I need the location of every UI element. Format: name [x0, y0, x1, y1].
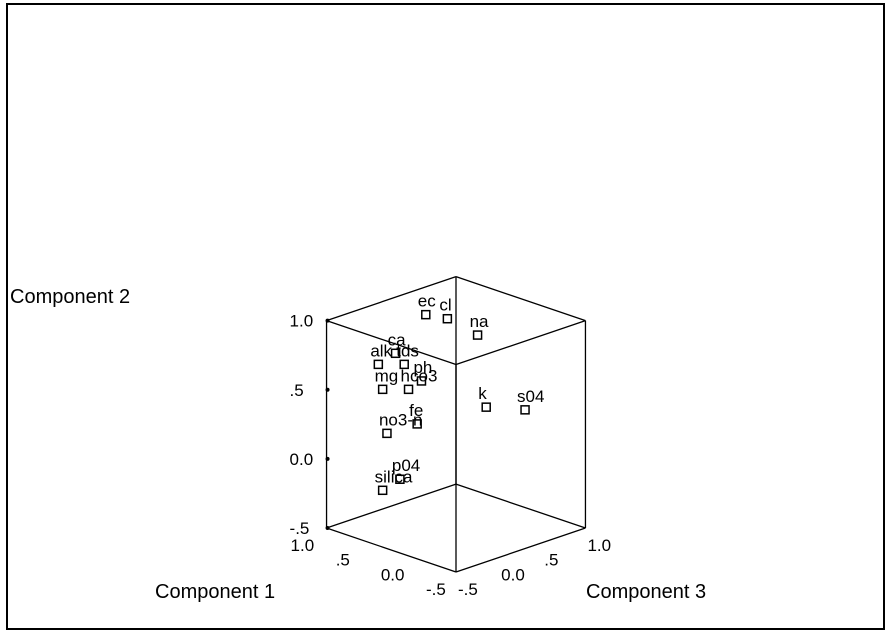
data-point-marker [377, 384, 388, 395]
y-tick-mark [325, 526, 330, 531]
data-point-marker [421, 309, 431, 320]
data-point-group: p04 [392, 456, 420, 484]
y-tick-label: -.5 [290, 519, 310, 538]
cube-edge [326, 527, 457, 573]
cube-edge [326, 483, 457, 529]
cube-edge [455, 319, 586, 366]
data-point-label: cl [439, 296, 451, 315]
data-point-label: ca [388, 330, 407, 349]
data-point-label: no3-n [379, 410, 422, 429]
data-point-group: silica [375, 467, 413, 496]
data-point-marker [390, 348, 401, 359]
data-point-group: cl [439, 296, 453, 324]
data-point-marker [481, 402, 491, 412]
data-point-label: silica [375, 467, 413, 486]
data-point-group: s04 [517, 387, 544, 415]
data-point-label: tds [396, 341, 419, 360]
x-tick-label: 1.0 [291, 536, 315, 555]
data-point-label: p04 [392, 456, 420, 475]
x-axis-title: Component 1 [155, 581, 275, 603]
data-point-marker [442, 313, 453, 324]
data-point-group: alk [370, 341, 393, 370]
data-point-group: fe [409, 401, 423, 429]
data-point-marker [382, 428, 392, 439]
cube-edge [455, 527, 586, 573]
cube-edge [326, 319, 457, 366]
y-tick-mark [325, 318, 330, 323]
data-point-group: tds [396, 341, 419, 370]
data-point-marker [472, 330, 483, 340]
data-point-label: s04 [517, 387, 544, 406]
x-tick-label: 0.0 [381, 565, 405, 584]
data-point-label: alk [370, 341, 392, 360]
cube-edge [455, 276, 586, 322]
data-point-label: fe [409, 401, 423, 420]
data-point-marker [395, 474, 405, 484]
y-tick-label: .5 [290, 381, 304, 400]
data-point-label: na [470, 312, 489, 331]
data-point-label: mg [375, 366, 399, 385]
cube-edge [326, 276, 457, 322]
data-point-group: no3-n [379, 410, 422, 439]
data-point-marker [377, 485, 388, 496]
data-point-marker [403, 384, 414, 395]
data-point-group: mg [375, 366, 399, 395]
y-tick-label: 0.0 [290, 450, 314, 469]
data-point-marker [412, 419, 422, 429]
y-tick-mark [325, 456, 330, 461]
data-point-marker [416, 376, 427, 386]
data-point-label: k [478, 384, 487, 403]
data-point-group: ph [413, 358, 432, 386]
axis-titles: Component 2 Component 1 Component 3 [10, 286, 706, 603]
z-tick-label: -.5 [458, 580, 478, 599]
data-point-group: k [478, 384, 491, 412]
data-point-label: ph [413, 358, 432, 377]
x-tick-label: -.5 [426, 580, 446, 599]
y-tick-label: 1.0 [290, 312, 314, 331]
data-point-marker [373, 359, 384, 370]
data-point-marker [520, 405, 530, 415]
data-point-label: ec [418, 292, 436, 311]
y-tick-mark [325, 387, 330, 392]
data-point-group: na [470, 312, 489, 340]
data-point-group: ec [418, 292, 436, 320]
z-axis-title: Component 3 [586, 581, 706, 603]
x-tick-label: .5 [336, 551, 350, 570]
data-point-group: ca [388, 330, 407, 359]
tick-labels: 1.0.50.0-.51.0.50.0-.51.0.50.0-.5 [290, 312, 612, 599]
z-tick-label: 1.0 [587, 536, 611, 555]
plot-box [325, 276, 587, 573]
cube-edge [455, 483, 586, 529]
z-tick-label: 0.0 [501, 565, 525, 584]
z-tick-label: .5 [544, 551, 558, 570]
y-axis-title: Component 2 [10, 286, 130, 308]
data-point-label: hco3 [401, 366, 438, 385]
data-point-marker [399, 359, 409, 370]
data-point-group: hco3 [401, 366, 438, 395]
